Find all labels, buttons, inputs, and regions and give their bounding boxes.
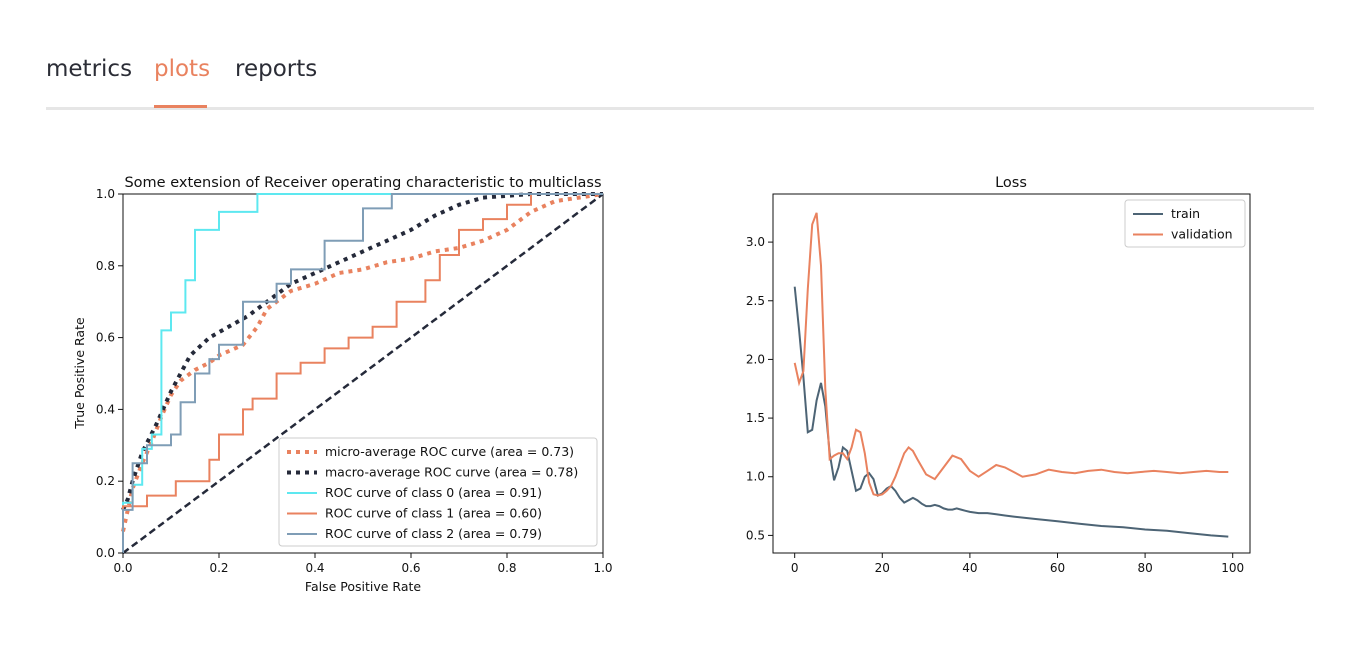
chance-diagonal-line xyxy=(122,192,604,555)
loss-chart-title: Loss xyxy=(995,175,1027,191)
x-tick-label: 0.4 xyxy=(305,561,324,575)
roc-chart-title: Some extension of Receiver operating cha… xyxy=(124,175,601,191)
roc-legend: micro-average ROC curve (area = 0.73) mac… xyxy=(278,437,598,547)
y-tick-label: 0.8 xyxy=(96,259,115,273)
series-line-2 xyxy=(122,193,603,553)
active-tab-indicator xyxy=(154,105,207,108)
series-line-4 xyxy=(122,193,603,553)
legend-label-4: ROC curve of class 2 (area = 0.79) xyxy=(325,526,542,541)
series-line-0 xyxy=(121,192,604,532)
y-tick-label: 0.4 xyxy=(96,402,115,416)
series-line-0 xyxy=(793,286,1229,538)
y-tick-label: 2.0 xyxy=(746,352,765,366)
x-tick-label: 0.6 xyxy=(401,561,420,575)
y-tick-label: 3.0 xyxy=(746,235,765,249)
legend-label-0: train xyxy=(1171,206,1200,221)
tab-bar: metrics plots reports xyxy=(46,0,1314,110)
legend-label-1: validation xyxy=(1171,227,1233,242)
tab-metrics[interactable]: metrics xyxy=(46,56,133,82)
y-tick-label: 1.5 xyxy=(746,411,765,425)
legend-box xyxy=(278,437,598,547)
series-line-3 xyxy=(122,193,603,553)
loss-legend: train validation xyxy=(1124,199,1246,248)
roc-chart: Some extension of Receiver operating cha… xyxy=(72,175,613,594)
x-tick-label: 1.0 xyxy=(593,561,612,575)
x-tick-label: 0.8 xyxy=(497,561,516,575)
y-tick-label: 0.6 xyxy=(96,331,115,345)
y-tick-label: 2.5 xyxy=(746,294,765,308)
legend-label-2: ROC curve of class 0 (area = 0.91) xyxy=(325,485,542,500)
loss-chart: Loss 0 20 40 60 80 100 0.5 1.0 1.5 2.0 2.5 3.0 trai… xyxy=(746,175,1251,575)
x-tick-label: 100 xyxy=(1221,561,1244,575)
x-tick-label: 80 xyxy=(1137,561,1152,575)
legend-label-0: micro-average ROC curve (area = 0.73) xyxy=(325,444,574,459)
x-tick-label: 60 xyxy=(1050,561,1065,575)
x-tick-label: 0 xyxy=(791,561,799,575)
roc-plot-area: 0.0 0.2 0.4 0.6 0.8 1.0 0.0 0.2 0.4 0.6 0.8 1.0 xyxy=(96,187,613,575)
legend-label-1: macro-average ROC curve (area = 0.78) xyxy=(325,465,578,480)
legend-label-3: ROC curve of class 1 (area = 0.60) xyxy=(325,506,542,521)
series-line-1 xyxy=(121,192,603,511)
roc-y-axis-label: True Positive Rate xyxy=(72,317,87,430)
x-tick-label: 20 xyxy=(875,561,890,575)
loss-plot-area: 0 20 40 60 80 100 0.5 1.0 1.5 2.0 2.5 3.0 xyxy=(746,193,1251,575)
y-tick-label: 1.0 xyxy=(96,187,115,201)
tab-reports[interactable]: reports xyxy=(235,56,318,82)
roc-x-axis-label: False Positive Rate xyxy=(305,579,421,594)
x-tick-label: 0.2 xyxy=(209,561,228,575)
tab-plots[interactable]: plots xyxy=(154,56,211,82)
series-line-1 xyxy=(793,212,1229,497)
x-tick-label: 0.0 xyxy=(113,561,132,575)
y-tick-label: 0.2 xyxy=(96,474,115,488)
y-tick-label: 1.0 xyxy=(746,470,765,484)
plot-frame xyxy=(772,193,1251,554)
y-tick-label: 0.0 xyxy=(96,546,115,560)
x-tick-label: 40 xyxy=(962,561,977,575)
y-tick-label: 0.5 xyxy=(746,528,765,542)
